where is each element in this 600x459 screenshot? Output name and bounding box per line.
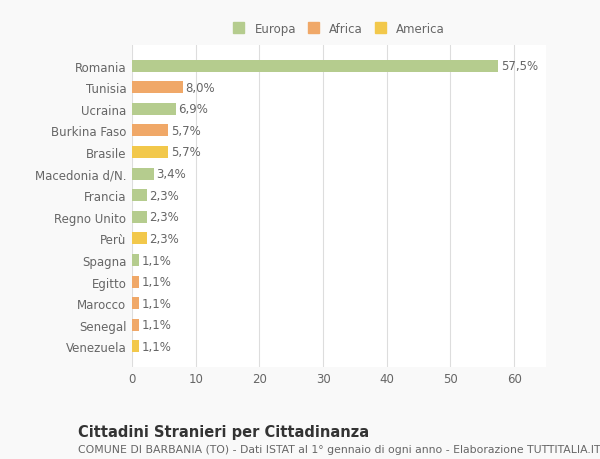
Text: 2,3%: 2,3% <box>149 189 179 202</box>
Bar <box>132 341 139 353</box>
Legend: Europa, Africa, America: Europa, Africa, America <box>230 20 448 39</box>
Bar <box>132 147 169 159</box>
Bar <box>132 104 176 116</box>
Text: 2,3%: 2,3% <box>149 211 179 224</box>
Text: 5,7%: 5,7% <box>171 146 200 159</box>
Text: 1,1%: 1,1% <box>142 275 172 289</box>
Text: 2,3%: 2,3% <box>149 232 179 246</box>
Text: 1,1%: 1,1% <box>142 340 172 353</box>
Text: 1,1%: 1,1% <box>142 319 172 331</box>
Text: 57,5%: 57,5% <box>501 60 538 73</box>
Text: 5,7%: 5,7% <box>171 124 200 138</box>
Bar <box>132 212 146 223</box>
Bar <box>132 297 139 309</box>
Bar <box>132 254 139 266</box>
Text: 3,4%: 3,4% <box>156 168 186 181</box>
Bar <box>132 125 169 137</box>
Text: 6,9%: 6,9% <box>178 103 208 116</box>
Text: COMUNE DI BARBANIA (TO) - Dati ISTAT al 1° gennaio di ogni anno - Elaborazione T: COMUNE DI BARBANIA (TO) - Dati ISTAT al … <box>78 444 600 454</box>
Text: 8,0%: 8,0% <box>185 82 215 95</box>
Bar <box>132 276 139 288</box>
Bar <box>132 233 146 245</box>
Bar <box>132 61 498 73</box>
Bar <box>132 82 183 94</box>
Text: Cittadini Stranieri per Cittadinanza: Cittadini Stranieri per Cittadinanza <box>78 425 369 440</box>
Text: 1,1%: 1,1% <box>142 254 172 267</box>
Bar <box>132 319 139 331</box>
Bar <box>132 168 154 180</box>
Text: 1,1%: 1,1% <box>142 297 172 310</box>
Bar <box>132 190 146 202</box>
